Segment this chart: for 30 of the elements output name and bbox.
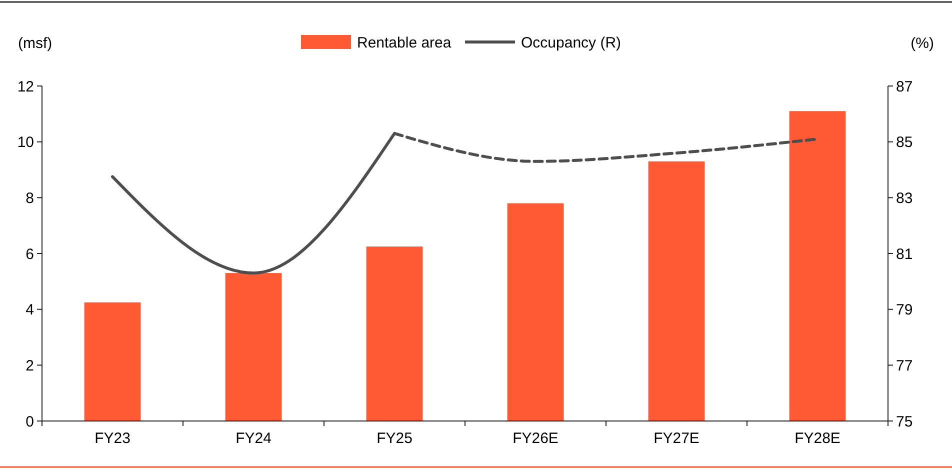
y2-tick-label: 79 (896, 302, 913, 319)
bar (789, 111, 846, 421)
y-tick-label: 8 (26, 190, 34, 207)
y2-axis-title: (%) (910, 35, 934, 52)
y-tick-label: 12 (17, 78, 34, 96)
y-tick-label: 0 (26, 413, 34, 430)
y-axis-title: (msf) (18, 35, 52, 52)
y-tick-label: 6 (26, 246, 34, 263)
legend-label: Rentable area (357, 34, 452, 52)
y2-tick-label: 85 (896, 134, 913, 152)
x-tick-label: FY27E (654, 430, 700, 447)
x-tick-label: FY26E (512, 430, 558, 447)
y2-tick-label: 83 (896, 190, 913, 207)
y2-tick-label: 77 (896, 357, 913, 374)
y2-tick-label: 87 (896, 78, 913, 96)
y-tick-label: 2 (26, 357, 34, 374)
bar (648, 161, 705, 421)
y2-tick-label: 75 (896, 413, 913, 430)
y-tick-label: 10 (17, 134, 34, 152)
bar (84, 302, 141, 421)
bar (366, 246, 423, 421)
x-tick-label: FY23 (94, 430, 130, 447)
x-tick-label: FY25 (376, 430, 412, 447)
x-tick-label: FY28E (794, 430, 840, 447)
x-tick-label: FY24 (236, 430, 272, 447)
bar (507, 203, 564, 421)
y-tick-label: 4 (26, 302, 34, 319)
y2-tick-label: 81 (896, 246, 913, 263)
legend-label: Occupancy (R) (521, 34, 622, 52)
bar (225, 273, 282, 421)
